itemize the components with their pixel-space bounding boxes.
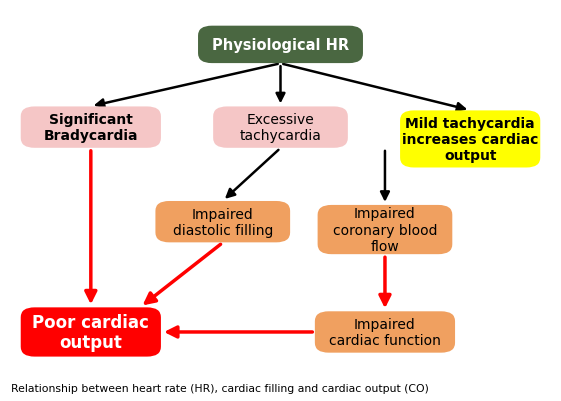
Text: Mild tachycardia
increases cardiac
output: Mild tachycardia increases cardiac outpu… (402, 116, 539, 163)
Text: Poor cardiac
output: Poor cardiac output (33, 313, 149, 352)
FancyBboxPatch shape (318, 205, 452, 255)
Text: Significant
Bradycardia: Significant Bradycardia (44, 113, 138, 143)
Text: Relationship between heart rate (HR), cardiac filling and cardiac output (CO): Relationship between heart rate (HR), ca… (11, 383, 429, 393)
Text: Impaired
diastolic filling: Impaired diastolic filling (173, 207, 273, 237)
FancyBboxPatch shape (213, 107, 348, 148)
Text: Physiological HR: Physiological HR (212, 38, 349, 53)
FancyBboxPatch shape (21, 107, 161, 148)
Text: Impaired
coronary blood
flow: Impaired coronary blood flow (333, 207, 437, 253)
Text: Excessive
tachycardia: Excessive tachycardia (240, 113, 321, 143)
FancyBboxPatch shape (400, 111, 540, 168)
FancyBboxPatch shape (21, 308, 161, 357)
Text: Impaired
cardiac function: Impaired cardiac function (329, 317, 441, 347)
FancyBboxPatch shape (315, 312, 455, 353)
FancyBboxPatch shape (155, 201, 290, 243)
FancyBboxPatch shape (198, 26, 363, 64)
